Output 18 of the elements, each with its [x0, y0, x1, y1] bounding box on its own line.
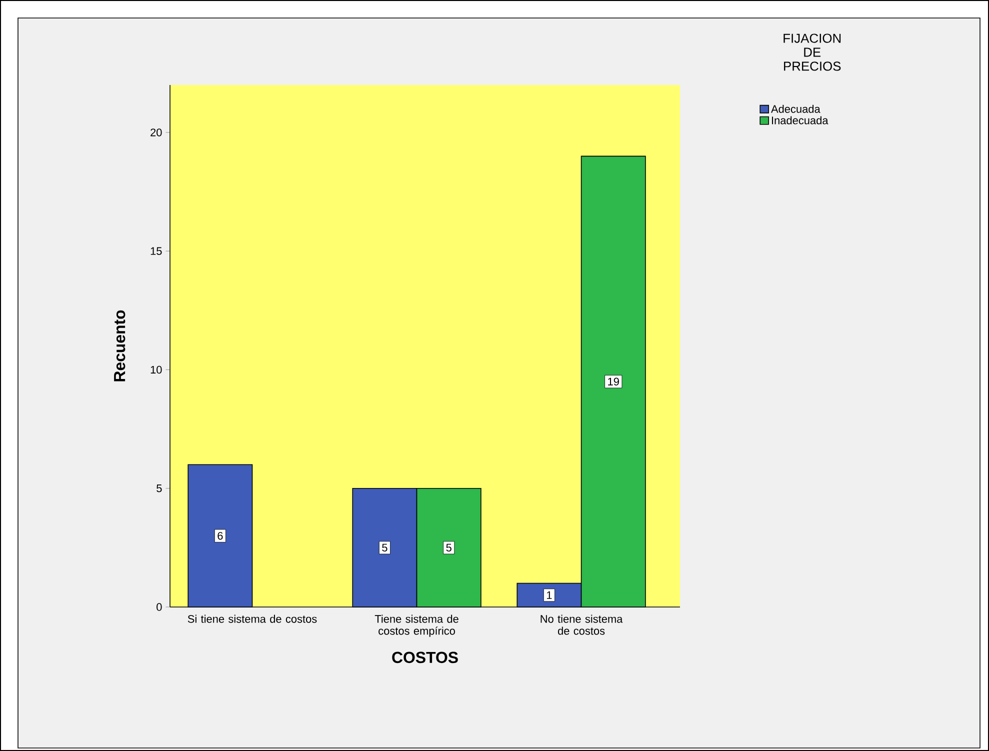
data-label: 6 [218, 532, 223, 540]
data-label: 19 [608, 378, 619, 386]
data-label: 5 [446, 544, 452, 552]
y-tick-label: 0 [156, 603, 162, 611]
y-tick-label: 10 [150, 366, 162, 374]
data-label: 5 [382, 544, 388, 552]
y-tick-label: 15 [150, 247, 162, 255]
y-tick-label: 20 [150, 128, 162, 136]
data-label: 1 [546, 591, 552, 599]
x-tick-label: Si tiene sistema de costos [188, 614, 317, 623]
y-tick-label: 5 [156, 484, 162, 492]
legend-label: Inadecuada [772, 116, 828, 124]
legend-title: FIJACION DE PRECIOS [784, 34, 841, 71]
x-tick-label: Tiene sistema de costos empírico [374, 614, 458, 637]
legend-label: Adecuada [771, 104, 820, 113]
y-axis-title: Recuento [114, 310, 126, 382]
x-tick-label: No tiene sistema de costos [540, 614, 623, 635]
x-axis-title: COSTOS [392, 652, 458, 664]
